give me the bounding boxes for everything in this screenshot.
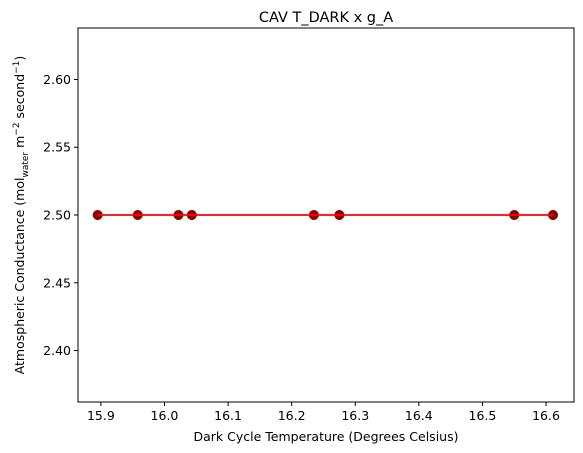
y-tick-label: 2.40 [43,343,71,358]
chart-title: CAV T_DARK x g_A [259,10,393,26]
y-label-sup1: −2 [12,122,22,135]
x-tick-label: 16.0 [151,408,179,423]
y-label-mid: m [12,136,27,152]
x-tick-label: 15.9 [87,408,115,423]
y-label-sup2: −1 [12,61,22,74]
x-axis-label: Dark Cycle Temperature (Degrees Celsius) [194,429,459,444]
y-tick-label: 2.45 [43,275,71,290]
x-tick-label: 16.3 [341,408,369,423]
x-tick-label: 16.5 [469,408,497,423]
y-label-sub: water [21,152,31,178]
x-tick-label: 16.4 [405,408,433,423]
x-tick-label: 16.1 [214,408,242,423]
y-tick-label: 2.60 [43,72,71,87]
y-tick-label: 2.55 [43,140,71,155]
data-layer [92,209,559,221]
x-tick-label: 16.2 [278,408,306,423]
y-label-base: Atmospheric Conductance (mol [12,178,27,375]
axes-layer: 15.9 16.0 16.1 16.2 16.3 16.4 16.5 16.6 2.40 2.45… [43,27,575,423]
y-axis-label: Atmospheric Conductance (molwater m−2 se… [12,56,31,375]
x-tick-label: 16.6 [532,408,560,423]
y-label-mid2: second [12,74,27,123]
y-tick-label: 2.50 [43,208,71,223]
y-label-end: ) [12,56,27,61]
